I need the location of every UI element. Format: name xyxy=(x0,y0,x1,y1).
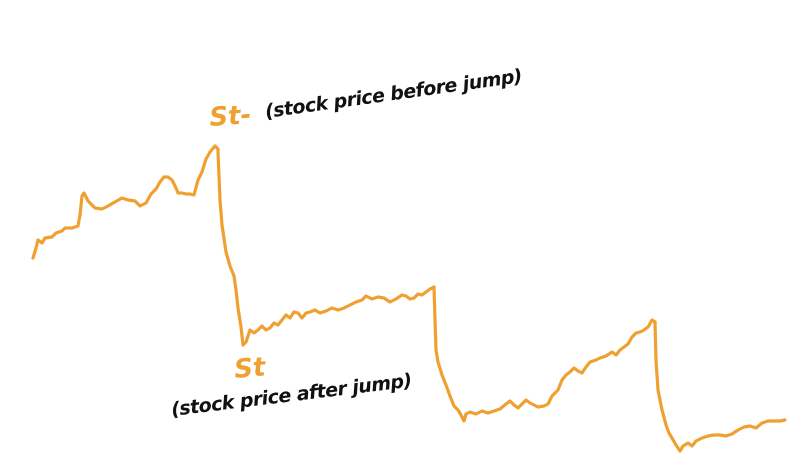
label-before-note: (stock price before jump) xyxy=(264,65,524,123)
price-path-segment-1 xyxy=(31,144,220,260)
price-path-segment-2 xyxy=(216,150,436,347)
label-after-symbol: St xyxy=(233,352,268,385)
label-after-note: (stock price after jump) xyxy=(170,370,413,421)
label-before-symbol: St- xyxy=(208,100,252,133)
price-path-segment-4 xyxy=(653,320,787,453)
price-path-segment-3 xyxy=(432,285,657,423)
